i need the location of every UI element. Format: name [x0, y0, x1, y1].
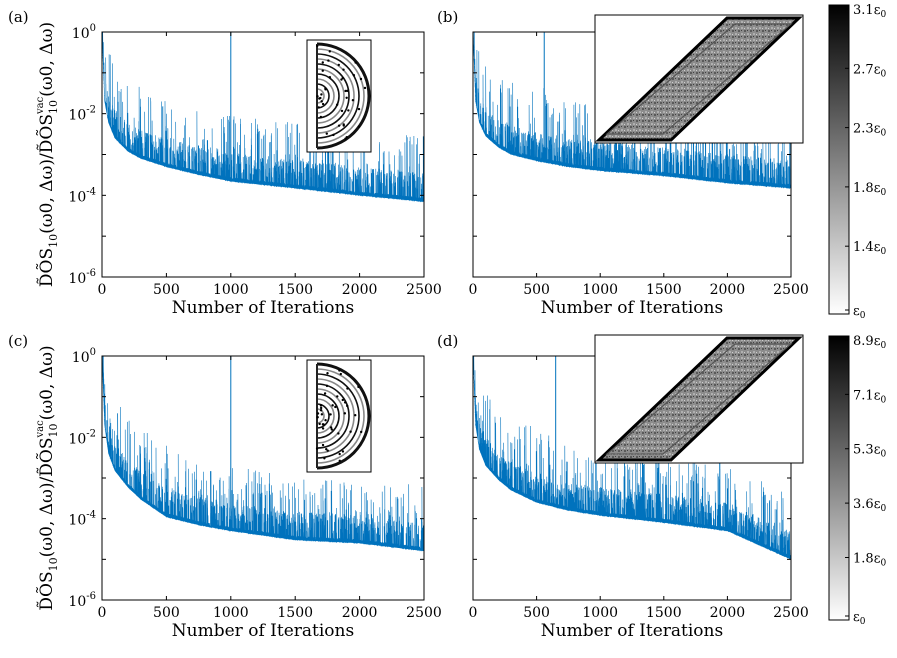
- x-tick-label: 0: [469, 605, 478, 621]
- colorbar-bottom: 8.9ε0 7.1ε0 5.3ε0 3.6ε0 1.8ε0 ε0: [828, 334, 886, 627]
- x-axis-label: Number of Iterations: [541, 621, 723, 641]
- series-line: [101, 355, 425, 552]
- x-tick-label: 1500: [277, 282, 313, 298]
- x-tick-label: 500: [153, 282, 180, 298]
- inset-design: [594, 334, 804, 464]
- x-tick-label: 0: [469, 282, 478, 298]
- x-axis-label: Number of Iterations: [541, 298, 723, 318]
- colorbar-tick-label: 1.4ε0: [853, 240, 886, 257]
- half-disc-shape: [315, 362, 371, 470]
- panel-d: 0 500 1000 1500 2000 2500 Number of Iterations…: [437, 332, 809, 641]
- panel-label: (b): [437, 8, 458, 26]
- panel-a: 0 500 1000 1500 2000 2500 100 10-2 10-4 10-6 Numbe…: [8, 8, 442, 318]
- panel-label: (a): [8, 8, 29, 26]
- x-tick-label: 500: [153, 605, 180, 621]
- x-tick-label: 1500: [277, 605, 313, 621]
- colorbar-tick-label: 2.3ε0: [853, 122, 886, 139]
- x-tick-label: 2000: [342, 282, 378, 298]
- colorbar-tick-label: ε0: [853, 610, 866, 627]
- inset-design: [594, 14, 804, 144]
- colorbar-tick-label: 8.9ε0: [853, 334, 886, 351]
- x-tick-label: 1500: [646, 605, 682, 621]
- x-tick-label: 1500: [646, 282, 682, 298]
- colorbar-tick-label: 2.7ε0: [853, 62, 886, 79]
- series-line: [472, 31, 792, 190]
- x-tick-label: 500: [523, 282, 550, 298]
- x-tick-label: 2500: [773, 605, 809, 621]
- y-tick-label: 10-4: [68, 510, 96, 529]
- colorbar-tick-label: 3.1ε0: [853, 3, 886, 20]
- colorbar-tick-label: ε0: [853, 304, 866, 321]
- y-tick-label: 10-2: [68, 105, 96, 124]
- y-tick-label: 10-6: [68, 591, 96, 610]
- colorbar-tick-label: 1.8ε0: [853, 181, 886, 198]
- panel-b: 0 500 1000 1500 2000 2500 Number of Iterations…: [437, 8, 809, 318]
- x-axis-label: Number of Iterations: [172, 298, 354, 318]
- x-tick-label: 2000: [710, 605, 746, 621]
- panel-c: 0 500 1000 1500 2000 2500 100 10-2 10-4 10-6 Numbe…: [8, 332, 442, 641]
- y-axis-label: D̃ÕS10(ω0, Δω)/D̃ÕS10vac(ω0, Δω): [35, 345, 60, 610]
- panel-label: (d): [437, 332, 458, 350]
- y-tick-label: 10-4: [68, 186, 96, 205]
- y-axis-label: D̃ÕS10(ω0, Δω)/D̃ÕS10vac(ω0, Δω): [35, 22, 60, 287]
- colorbar-gradient: [828, 335, 850, 621]
- axes-box: [101, 355, 425, 601]
- x-tick-label: 1000: [213, 282, 249, 298]
- inset-design: [306, 359, 372, 473]
- x-tick-label: 500: [523, 605, 550, 621]
- y-tick-label: 10-6: [68, 268, 96, 287]
- inset-design: [306, 39, 372, 153]
- series-line: [472, 355, 792, 560]
- series-line: [101, 31, 425, 203]
- y-tick-label: 10-2: [68, 428, 96, 447]
- x-tick-label: 0: [98, 282, 107, 298]
- x-tick-label: 2500: [406, 605, 442, 621]
- colorbar-top: 3.1ε0 2.7ε0 2.3ε0 1.8ε0 1.4ε0 ε0: [828, 3, 886, 321]
- y-tick-label: 100: [72, 23, 96, 42]
- half-disc-shape: [316, 42, 371, 150]
- colorbar-gradient: [828, 4, 850, 315]
- parallelogram-shape: [595, 336, 803, 462]
- colorbar-tick-label: 5.3ε0: [853, 443, 886, 460]
- colorbar-tick-label: 1.8ε0: [853, 551, 886, 568]
- x-tick-label: 1000: [582, 282, 618, 298]
- x-tick-label: 1000: [213, 605, 249, 621]
- colorbar-tick-label: 3.6ε0: [853, 497, 886, 514]
- parallelogram-shape: [595, 16, 803, 142]
- x-tick-label: 1000: [582, 605, 618, 621]
- panel-label: (c): [8, 332, 28, 350]
- x-tick-label: 0: [98, 605, 107, 621]
- colorbar-tick-label: 7.1ε0: [853, 388, 886, 405]
- x-tick-label: 2000: [710, 282, 746, 298]
- x-tick-label: 2000: [342, 605, 378, 621]
- x-axis-label: Number of Iterations: [172, 621, 354, 641]
- x-tick-label: 2500: [773, 282, 809, 298]
- y-tick-label: 100: [72, 347, 96, 366]
- x-tick-label: 2500: [406, 282, 442, 298]
